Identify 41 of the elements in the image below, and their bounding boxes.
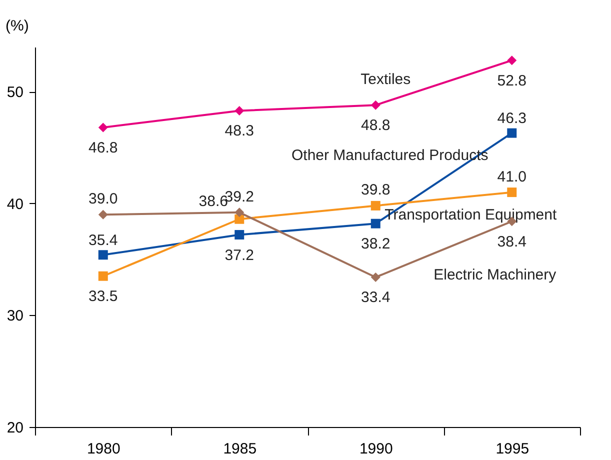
point <box>507 128 517 138</box>
series-label: Textiles <box>360 71 411 88</box>
y-tick-label: 20 <box>6 420 24 436</box>
data-label: 48.8 <box>361 117 390 134</box>
data-label: 46.8 <box>88 139 118 156</box>
x-tick-label: 1985 <box>223 440 257 458</box>
point <box>234 106 244 116</box>
data-label: 38.4 <box>497 233 526 250</box>
data-label: 38.2 <box>361 236 390 253</box>
point <box>98 271 108 281</box>
point <box>234 230 244 240</box>
point <box>507 56 517 66</box>
x-tick-label: 1980 <box>86 440 120 458</box>
point <box>98 250 108 260</box>
point <box>234 208 244 218</box>
y-tick-label: 30 <box>6 308 24 325</box>
data-label: 48.3 <box>224 122 254 140</box>
point <box>370 100 380 110</box>
data-label: 39.8 <box>361 182 390 199</box>
point <box>507 188 517 198</box>
data-label: 41.0 <box>497 168 526 186</box>
point <box>370 200 380 210</box>
y-axis-title: (%) <box>6 18 29 34</box>
y-tick-label: 50 <box>6 84 24 102</box>
data-label: 52.8 <box>497 72 526 90</box>
data-label: 39.0 <box>88 190 118 208</box>
data-label: 33.5 <box>88 288 118 306</box>
data-label: 33.4 <box>361 289 390 306</box>
point <box>98 122 108 132</box>
x-tick-label: 1990 <box>359 440 393 458</box>
point <box>370 218 380 228</box>
data-label: 37.2 <box>224 246 254 264</box>
data-label: 35.4 <box>88 232 118 249</box>
point <box>370 272 380 282</box>
point <box>234 214 244 224</box>
series-label: Transportation Equipment <box>384 206 558 224</box>
data-label: 46.3 <box>497 110 526 128</box>
y-tick-label: 40 <box>6 196 24 213</box>
series-label: Electric Machinery <box>434 266 557 284</box>
x-tick-label: 1995 <box>496 440 530 458</box>
point <box>98 210 108 220</box>
